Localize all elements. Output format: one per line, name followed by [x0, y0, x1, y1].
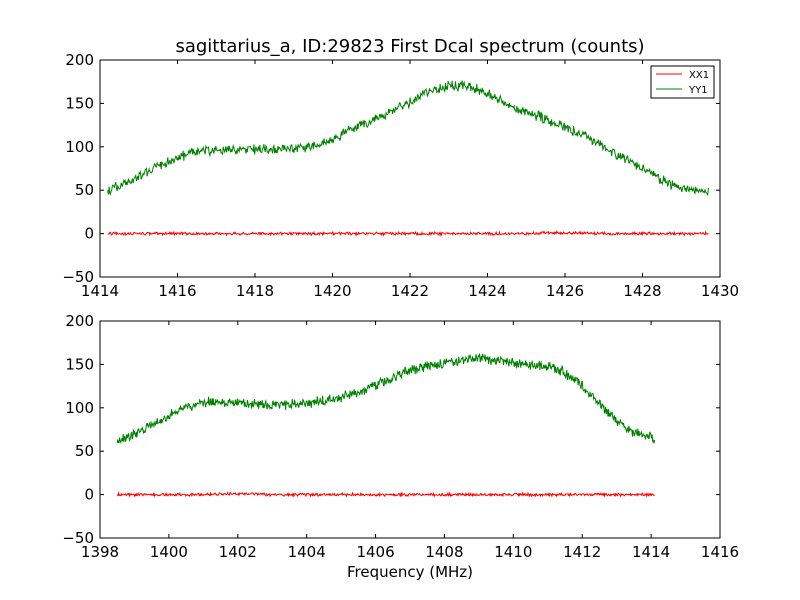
bottom-ytick-label: 100 — [65, 399, 94, 417]
top-xtick-label: 1420 — [313, 282, 351, 300]
top-xtick-label: 1428 — [623, 282, 661, 300]
top-xtick-label: 1422 — [391, 282, 429, 300]
bottom-xtick-label: 1410 — [494, 543, 532, 561]
legend-box — [650, 65, 715, 99]
bottom-ytick-label: 150 — [65, 355, 94, 373]
bottom-xtick-label: 1412 — [563, 543, 601, 561]
top-xtick-label: 1424 — [468, 282, 506, 300]
top-ytick-label: 0 — [84, 225, 94, 243]
top-panel: 1414 1416 1418 1420 1422 1424 1426 1428 1430 −50 0… — [62, 51, 739, 300]
top-ytick-label: −50 — [62, 268, 94, 286]
bottom-xtick-label: 1404 — [288, 543, 326, 561]
bottom-plot-frame — [99, 320, 721, 539]
top-ytick-label: 100 — [65, 138, 94, 156]
top-xtick-label: 1416 — [158, 282, 196, 300]
bottom-xtick-label: 1400 — [150, 543, 188, 561]
top-plot-frame — [99, 59, 721, 278]
bottom-ytick-label: 200 — [65, 312, 94, 330]
bottom-series-yy1-line — [116, 353, 656, 444]
legend-label-yy1: YY1 — [688, 85, 708, 96]
top-ytick-label: 200 — [65, 51, 94, 69]
bottom-xtick-label: 1414 — [632, 543, 670, 561]
bottom-xtick-label: 1408 — [425, 543, 463, 561]
top-series-yy1-line — [107, 80, 709, 197]
bottom-ytick-label: 0 — [84, 486, 94, 504]
chart-title: sagittarius_a, ID:29823 First Dcal spect… — [175, 36, 644, 57]
bottom-ytick-label: −50 — [62, 529, 94, 547]
bottom-ytick-label: 50 — [75, 442, 94, 460]
top-series-layer — [107, 80, 709, 237]
bottom-axes-layer: 1398 1400 1402 1404 1406 1408 1410 1412 1414 1416… — [62, 312, 739, 561]
bottom-xtick-label: 1406 — [356, 543, 394, 561]
top-ytick-label: 50 — [75, 181, 94, 199]
bottom-xtick-label: 1416 — [701, 543, 739, 561]
x-axis-label: Frequency (MHz) — [347, 563, 473, 581]
bottom-panel: 1398 1400 1402 1404 1406 1408 1410 1412 1414 1416… — [62, 312, 739, 561]
top-xtick-label: 1418 — [236, 282, 274, 300]
top-ytick-label: 150 — [65, 94, 94, 112]
top-xtick-label: 1430 — [701, 282, 739, 300]
top-series-xx1-line — [107, 230, 709, 237]
bottom-xtick-label: 1402 — [219, 543, 257, 561]
top-xtick-label: 1414 — [81, 282, 119, 300]
bottom-series-layer — [116, 353, 656, 499]
legend-label-xx1: XX1 — [689, 70, 709, 81]
top-axes-layer: 1414 1416 1418 1420 1422 1424 1426 1428 1430 −50 0… — [62, 51, 739, 300]
legend: XX1 YY1 — [650, 65, 715, 99]
bottom-series-xx1-line — [116, 491, 655, 499]
top-xtick-label: 1426 — [546, 282, 584, 300]
bottom-xtick-label: 1398 — [81, 543, 119, 561]
